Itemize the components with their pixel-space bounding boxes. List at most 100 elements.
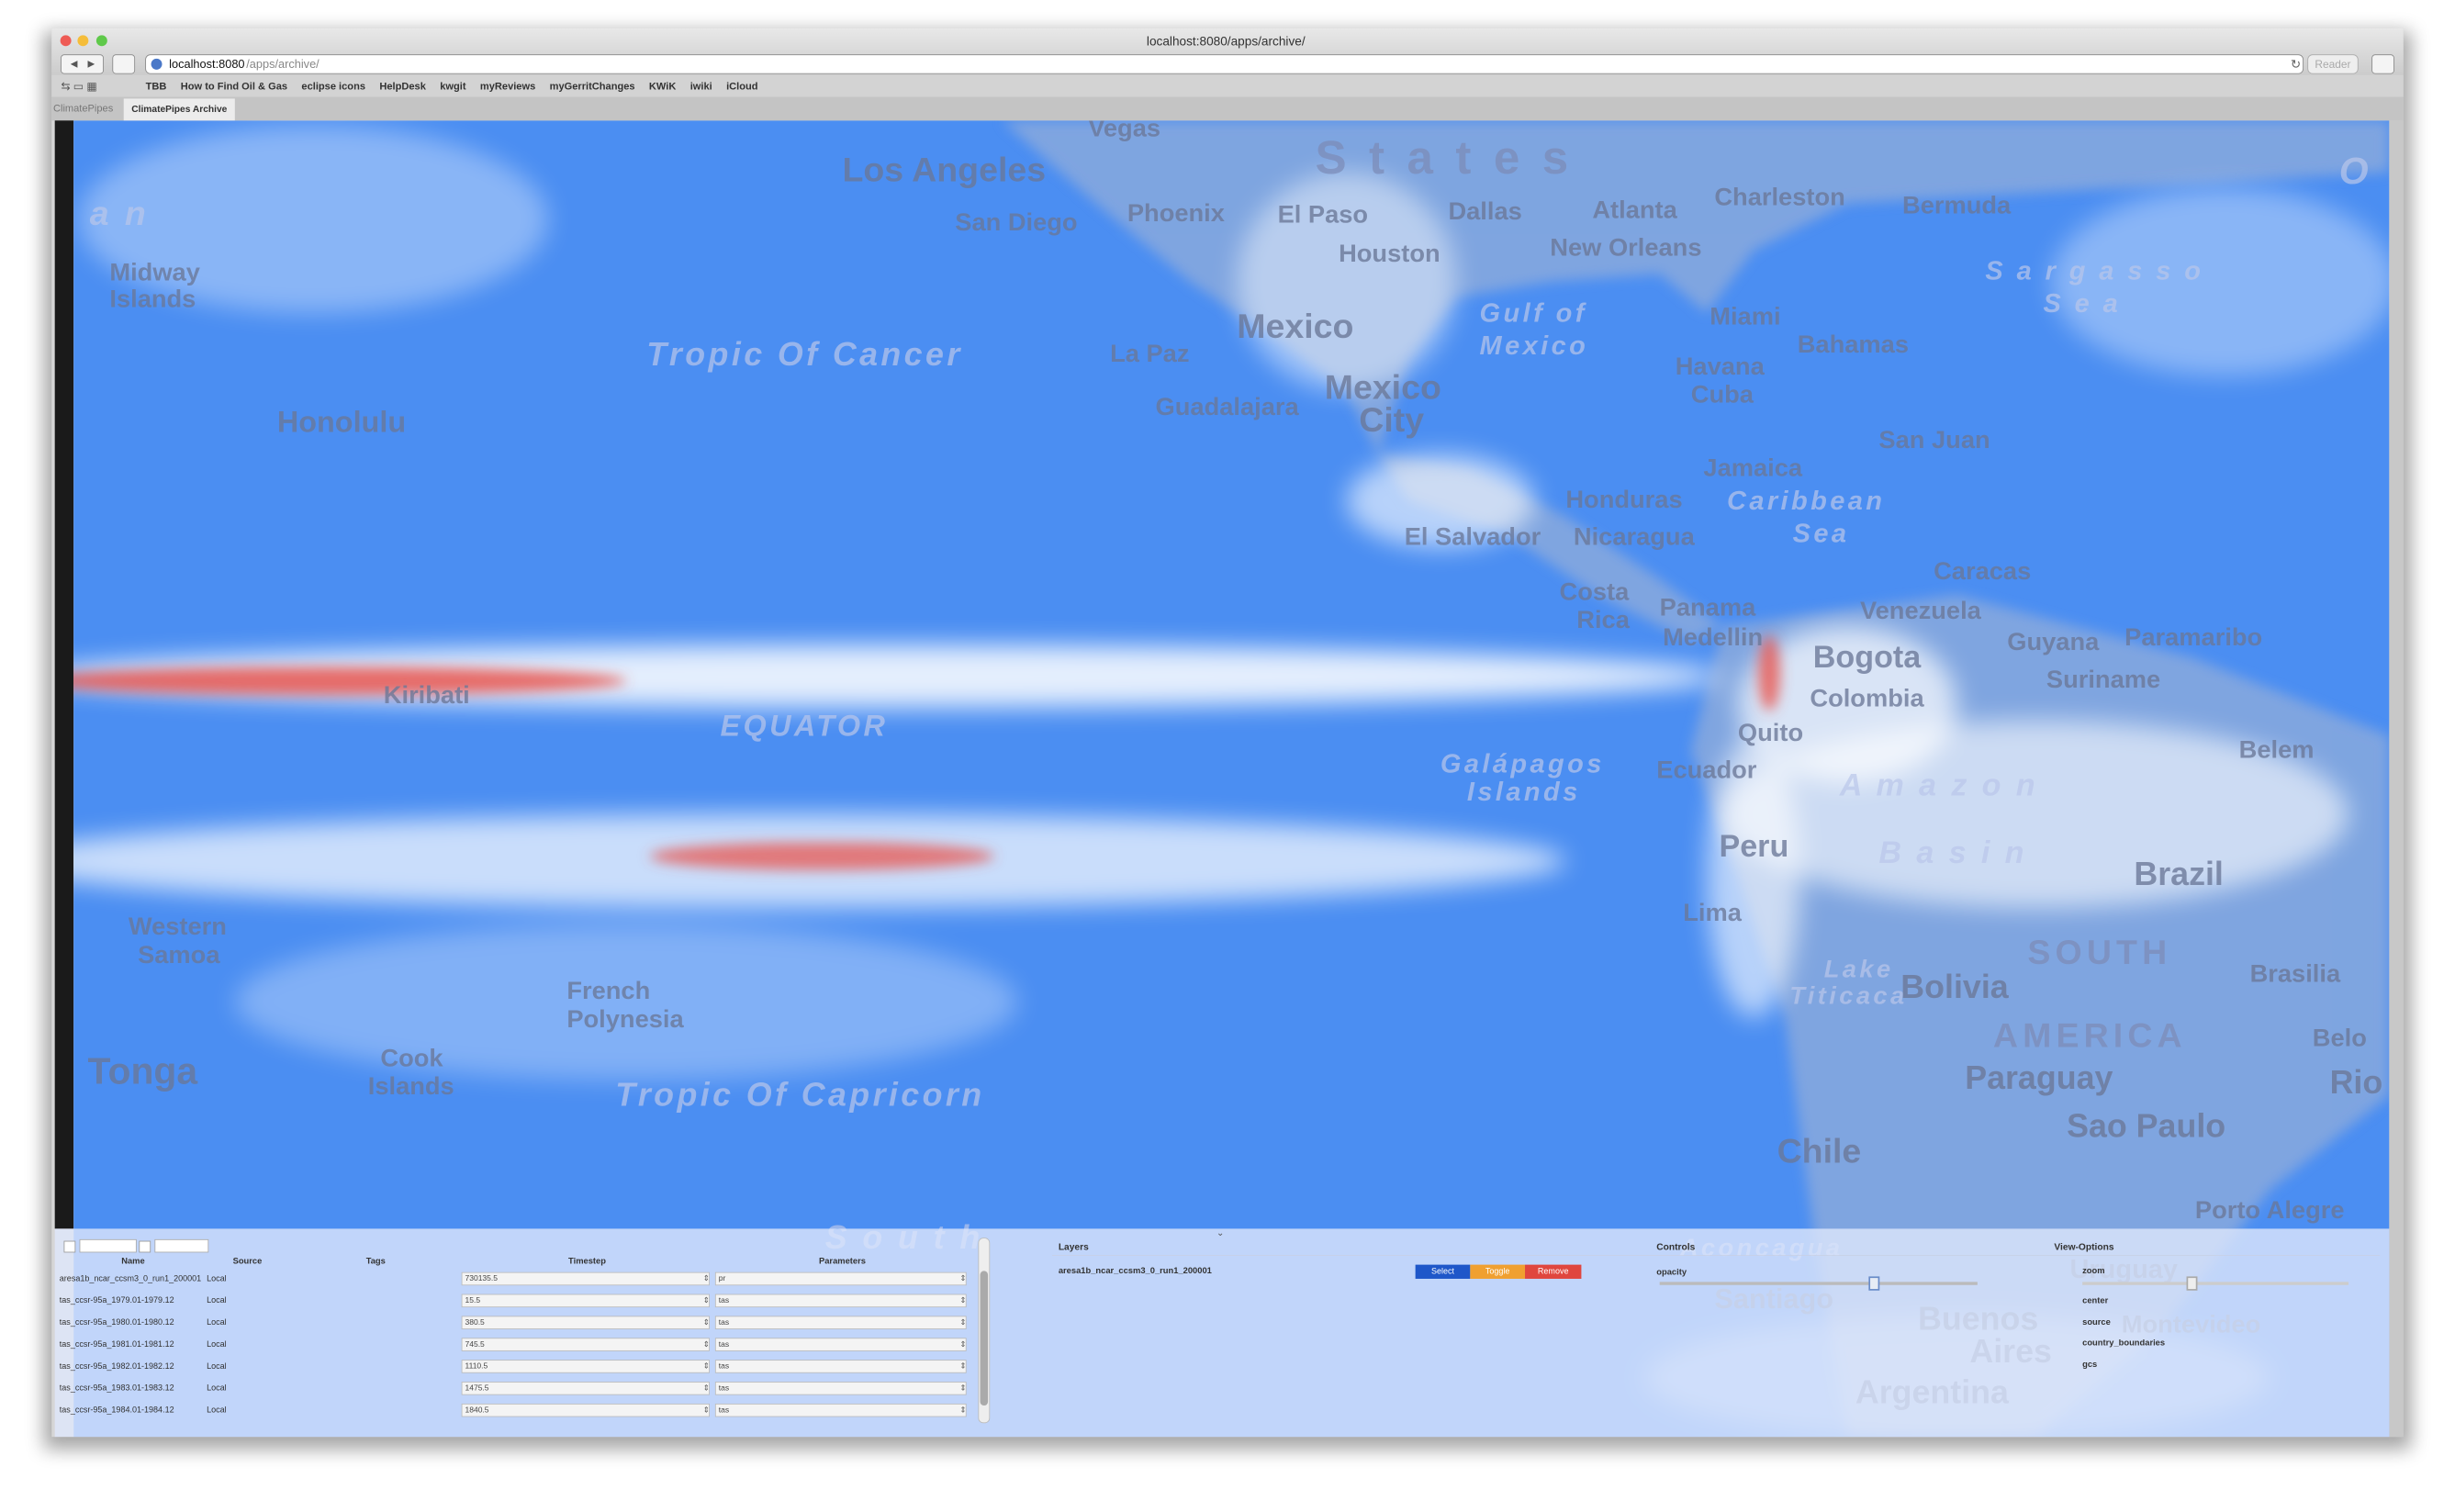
collapse-arrow[interactable]: ⌄ <box>1216 1228 1225 1238</box>
map-label: Sao Paulo <box>2067 1108 2225 1145</box>
dataset-source: Local <box>207 1406 227 1415</box>
view-option[interactable]: zoom <box>2082 1266 2104 1275</box>
map-label: Lake <box>1824 954 1894 982</box>
map-label: Midway <box>109 258 200 286</box>
select-arrow: ⇕ <box>703 1339 710 1349</box>
map-label: Paraguay <box>1965 1059 2113 1096</box>
map-label: Nicaragua <box>1574 522 1696 551</box>
map-label: Galápagos <box>1440 749 1605 778</box>
bookmark-link[interactable]: myGerritChanges <box>550 82 635 93</box>
zoom-button[interactable] <box>95 35 107 47</box>
map-label: Honduras <box>1565 485 1682 513</box>
dataset-name[interactable]: tas_ccsr-95a_1983.01-1983.12 <box>60 1383 174 1393</box>
bookmark-link[interactable]: kwgit <box>440 82 466 93</box>
opacity-thumb[interactable] <box>1868 1276 1880 1291</box>
map-label: A m a z o n <box>1839 768 2038 803</box>
dataset-name[interactable]: aresa1b_ncar_ccsm3_0_run1_200001 <box>60 1273 201 1282</box>
parameter-select[interactable] <box>714 1403 967 1417</box>
map-label: Cook <box>380 1043 443 1071</box>
timestep-select[interactable] <box>461 1382 710 1395</box>
parameter-select[interactable] <box>714 1271 967 1286</box>
map-label: Bahamas <box>1798 330 1909 358</box>
map-label: Ecuador <box>1656 756 1756 784</box>
scroll-thumb[interactable] <box>980 1271 989 1406</box>
map-label: La Paz <box>1110 339 1189 367</box>
back-forward[interactable] <box>61 54 104 74</box>
layer-button[interactable] <box>1525 1264 1582 1279</box>
map-label: Costa <box>1560 577 1631 605</box>
downloads-button[interactable] <box>2371 54 2394 74</box>
bookmark-link[interactable]: How to Find Oil & Gas <box>181 82 287 93</box>
active-tab[interactable] <box>123 98 235 121</box>
bookmark-link[interactable]: HelpDesk <box>379 82 426 93</box>
dataset-name[interactable]: tas_ccsr-95a_1982.01-1982.12 <box>60 1361 174 1371</box>
tab[interactable]: ClimatePipes <box>53 103 114 114</box>
parameter-value: pr <box>719 1273 726 1282</box>
map-label: Rio <box>2330 1064 2383 1101</box>
map-label: San Diego <box>955 207 1077 236</box>
timestep-select[interactable] <box>461 1403 710 1417</box>
select-all-checkbox[interactable] <box>63 1240 76 1253</box>
timestep-select[interactable] <box>461 1294 710 1308</box>
dataset-name[interactable]: tas_ccsr-95a_1981.01-1981.12 <box>60 1339 174 1349</box>
timestep-select[interactable] <box>461 1316 710 1329</box>
filter-input[interactable] <box>79 1238 137 1253</box>
close-button[interactable] <box>60 35 72 47</box>
map-label: Atlanta <box>1592 195 1677 223</box>
map-label: French <box>566 976 650 1004</box>
timestep-select[interactable] <box>461 1360 710 1373</box>
bookmark-link[interactable]: iCloud <box>726 82 758 93</box>
parameter-select[interactable] <box>714 1294 967 1308</box>
map-label: Tropic Of Capricorn <box>615 1077 984 1114</box>
map-label: Sea <box>1793 520 1850 549</box>
select-arrow: ⇕ <box>703 1383 710 1393</box>
dataset-name[interactable]: tas_ccsr-95a_1979.01-1979.12 <box>60 1295 174 1305</box>
bookmark-link[interactable]: iwiki <box>690 82 712 93</box>
timestep-value: 745.5 <box>465 1339 485 1349</box>
tab[interactable]: ClimatePipes Archive <box>131 105 227 115</box>
reload-icon[interactable]: ↻ <box>2291 57 2301 71</box>
select-arrow: ⇕ <box>959 1317 966 1327</box>
view-option[interactable]: gcs <box>2082 1360 2097 1369</box>
layer-name[interactable]: aresa1b_ncar_ccsm3_0_run1_200001 <box>1059 1266 1212 1275</box>
search-input[interactable] <box>154 1238 209 1253</box>
layer-button[interactable] <box>1415 1264 1471 1279</box>
bookmark-link[interactable]: eclipse icons <box>301 82 365 93</box>
map-label: Tropic Of Cancer <box>646 336 962 373</box>
view-option[interactable]: center <box>2082 1295 2108 1305</box>
bookmark-icons: ⇆ ▭ ▦ <box>62 80 97 93</box>
bottom-panel <box>54 1228 2390 1438</box>
bookmark-link[interactable]: TBB <box>146 82 167 93</box>
minimize-button[interactable] <box>77 35 89 47</box>
share-button[interactable] <box>112 54 136 74</box>
timestep-select[interactable] <box>461 1271 710 1286</box>
address-host: localhost:8080 <box>169 57 244 71</box>
map-label: Guadalajara <box>1156 392 1300 420</box>
timestep-select[interactable] <box>461 1338 710 1351</box>
map-label: Panama <box>1660 592 1756 621</box>
parameter-select[interactable] <box>714 1360 967 1373</box>
map-label: Medellin <box>1663 622 1763 651</box>
map-label: Bermuda <box>1902 190 2012 218</box>
view-option[interactable]: source <box>2082 1317 2111 1327</box>
column-header: Timestep <box>568 1257 606 1266</box>
dataset-name[interactable]: tas_ccsr-95a_1984.01-1984.12 <box>60 1406 174 1415</box>
address-bar[interactable] <box>145 54 2304 74</box>
filter-checkbox[interactable] <box>139 1240 151 1253</box>
back-icon: ◀ <box>71 60 78 70</box>
view-option[interactable]: country_boundaries <box>2082 1338 2165 1347</box>
reader-button[interactable] <box>2307 54 2359 74</box>
bookmark-link[interactable]: KWiK <box>649 82 676 93</box>
map-label: Venezuela <box>1860 596 1982 624</box>
bookmark-link[interactable]: myReviews <box>480 82 535 93</box>
map-label: e a n <box>55 194 150 232</box>
map-label: Bogota <box>1813 640 1922 675</box>
parameter-select[interactable] <box>714 1316 967 1329</box>
map-label: Bolivia <box>1900 969 2009 1005</box>
dataset-name[interactable]: tas_ccsr-95a_1980.01-1980.12 <box>60 1317 174 1327</box>
map-label: Samoa <box>138 940 220 969</box>
parameter-select[interactable] <box>714 1382 967 1395</box>
layer-button[interactable] <box>1470 1264 1526 1279</box>
parameter-select[interactable] <box>714 1338 967 1351</box>
zoom-thumb[interactable] <box>2186 1276 2198 1291</box>
